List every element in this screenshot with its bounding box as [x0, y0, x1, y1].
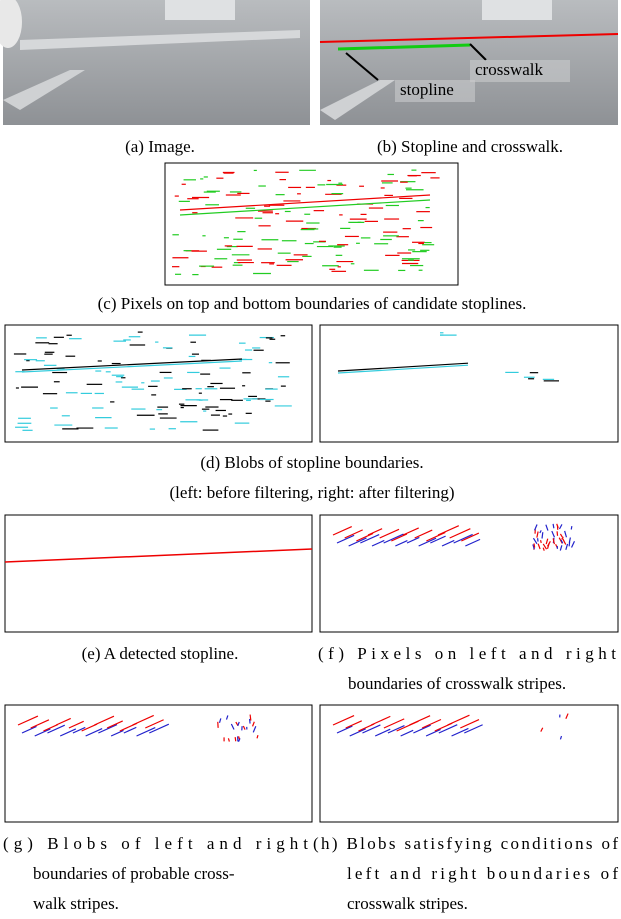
mark [534, 543, 535, 547]
mark [235, 737, 236, 741]
mark [553, 524, 554, 528]
panel-e [5, 515, 312, 632]
caption: (b) Stopline and crosswalk. [377, 137, 563, 156]
panel-f [320, 515, 618, 632]
image-label: crosswalk [475, 60, 543, 79]
mark [542, 532, 543, 538]
panel-d-right [320, 325, 618, 442]
photo-b: crosswalk stopline [320, 0, 618, 125]
mark [569, 542, 570, 546]
image-label: stopline [400, 80, 454, 99]
panel-h [320, 705, 618, 822]
caption: (left: before filtering, right: after fi… [169, 483, 454, 502]
caption: boundaries of probable cross- [33, 864, 235, 883]
mark [541, 540, 542, 543]
caption: left and right boundaries of [347, 864, 618, 883]
caption: (a) Image. [125, 137, 195, 156]
caption: crosswalk stripes. [347, 894, 468, 913]
caption: (h) Blobs satisfying conditions of [313, 834, 618, 853]
panel-d-left [5, 325, 312, 442]
photo-a [0, 0, 310, 125]
caption: walk stripes. [33, 894, 119, 913]
figure: crosswalk stopline (a) Image. (b) Stopli… [0, 0, 621, 919]
caption: (e) A detected stopline. [82, 644, 239, 663]
caption: (f) Pixels on left and right [318, 644, 616, 663]
mark [571, 526, 572, 529]
mark [250, 715, 251, 721]
caption: (g) Blobs of left and right [3, 834, 308, 853]
caption: (c) Pixels on top and bottom boundaries … [98, 294, 527, 313]
caption: boundaries of crosswalk stripes. [348, 674, 566, 693]
caption: (d) Blobs of stopline boundaries. [200, 453, 423, 472]
